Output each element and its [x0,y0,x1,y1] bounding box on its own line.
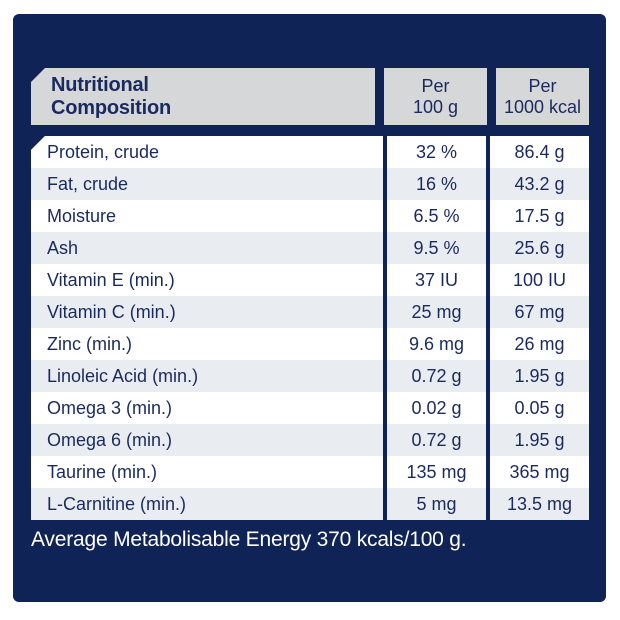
nutrient-label: Taurine (min.) [47,462,158,482]
value-per-100g: 9.5 % [383,232,486,264]
table-row: Ash 9.5 % 25.6 g [31,232,589,264]
value-per-100g: 0.72 g [383,424,486,456]
nutrition-panel-card: Nutritional Composition Per 100 g Per 10… [13,14,606,602]
value-per-1000kcal: 17.5 g [486,200,589,232]
value-per-1000kcal: 26 mg [486,328,589,360]
nutrient-label: Zinc (min.) [47,334,132,354]
value-per-100g: 0.72 g [383,360,486,392]
header-title-line-1: Nutritional [51,73,149,96]
table-row: Taurine (min.) 135 mg 365 mg [31,456,589,488]
header-title-line-2: Composition [51,96,172,119]
value-per-1000kcal: 43.2 g [486,168,589,200]
table-row: Linoleic Acid (min.) 0.72 g 1.95 g [31,360,589,392]
value-per-100g: 135 mg [383,456,486,488]
nutrient-label: Protein, crude [47,142,160,162]
table-row: Moisture 6.5 % 17.5 g [31,200,589,232]
value-per-1000kcal: 100 IU [486,264,589,296]
header-cell-per-1000kcal: Per 1000 kcal [496,68,589,125]
value-per-100g: 32 % [383,136,486,168]
nutrient-label: Ash [47,238,79,258]
per-1000kcal-line-1: Per [528,75,557,96]
value-per-1000kcal: 67 mg [486,296,589,328]
value-per-1000kcal: 0.05 g [486,392,589,424]
metabolisable-energy-note: Average Metabolisable Energy 370 kcals/1… [31,528,467,551]
value-per-100g: 6.5 % [383,200,486,232]
value-per-100g: 16 % [383,168,486,200]
per-1000kcal-line-2: 1000 kcal [503,96,582,117]
table-row: Protein, crude 32 % 86.4 g [31,136,589,168]
table-row: Vitamin E (min.) 37 IU 100 IU [31,264,589,296]
value-per-1000kcal: 25.6 g [486,232,589,264]
table-row: Omega 3 (min.) 0.02 g 0.05 g [31,392,589,424]
per-100g-line-1: Per [421,75,450,96]
value-per-1000kcal: 1.95 g [486,360,589,392]
table-row: Fat, crude 16 % 43.2 g [31,168,589,200]
value-per-1000kcal: 86.4 g [486,136,589,168]
nutrient-label: Moisture [47,206,117,226]
nutrient-label: Omega 6 (min.) [47,430,173,450]
nutrient-label: Linoleic Acid (min.) [47,366,199,386]
nutrient-label: Fat, crude [47,174,129,194]
value-per-1000kcal: 365 mg [486,456,589,488]
table-row: Omega 6 (min.) 0.72 g 1.95 g [31,424,589,456]
value-per-100g: 5 mg [383,488,486,520]
nutrient-label: Omega 3 (min.) [47,398,173,418]
value-per-100g: 0.02 g [383,392,486,424]
table-row: L-Carnitine (min.) 5 mg 13.5 mg [31,488,589,520]
table-row: Zinc (min.) 9.6 mg 26 mg [31,328,589,360]
nutrient-label: Vitamin C (min.) [47,302,176,322]
value-per-100g: 9.6 mg [383,328,486,360]
value-per-100g: 25 mg [383,296,486,328]
nutrient-label: L-Carnitine (min.) [47,494,187,514]
value-per-100g: 37 IU [383,264,486,296]
table-row: Vitamin C (min.) 25 mg 67 mg [31,296,589,328]
header-cell-per-100g: Per 100 g [384,68,487,125]
header-cell-title: Nutritional Composition [31,68,375,125]
value-per-1000kcal: 13.5 mg [486,488,589,520]
nutrition-table-body: Protein, crude 32 % 86.4 g Fat, crude 16… [31,136,589,520]
nutrient-label: Vitamin E (min.) [47,270,175,290]
table-header-row: Nutritional Composition Per 100 g Per 10… [31,68,589,125]
per-100g-line-2: 100 g [412,96,459,117]
value-per-1000kcal: 1.95 g [486,424,589,456]
